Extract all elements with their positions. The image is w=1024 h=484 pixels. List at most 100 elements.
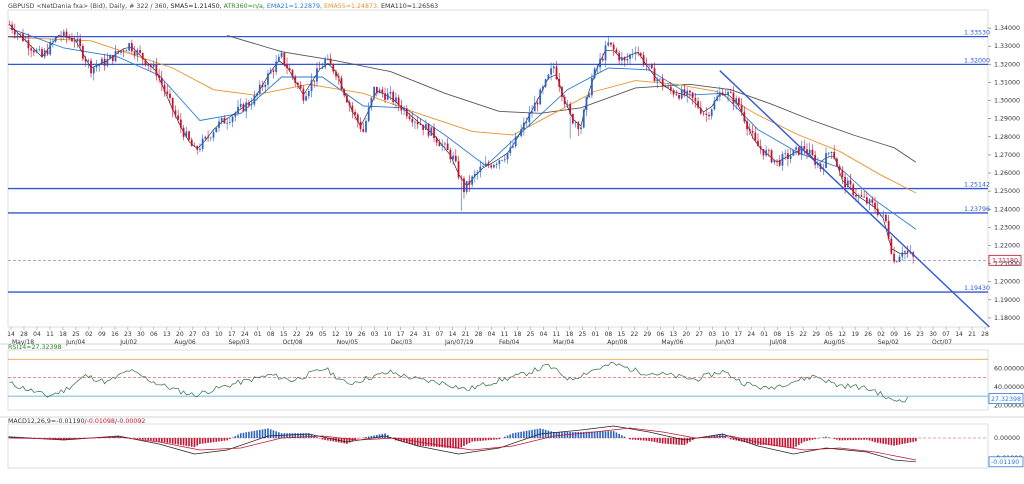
time-tick-label: 08 xyxy=(267,331,275,338)
candle-body xyxy=(787,153,789,159)
candle-body xyxy=(531,111,533,112)
candle-body xyxy=(251,105,253,106)
candle-body xyxy=(648,64,650,65)
macd-histogram-bar xyxy=(251,431,253,438)
macd-histogram-bar xyxy=(477,438,479,441)
macd-histogram-bar xyxy=(137,438,139,439)
time-tick-label: 13 xyxy=(163,331,171,338)
time-tick-label: 18 xyxy=(514,331,522,338)
candle-body xyxy=(390,92,392,94)
candle-body xyxy=(880,215,882,216)
macd-histogram-bar xyxy=(147,438,149,440)
month-label: Jul/02 xyxy=(119,339,137,346)
candle-body xyxy=(313,80,315,81)
candle-body xyxy=(360,122,362,129)
candle-body xyxy=(877,209,879,215)
candle-body xyxy=(25,40,27,41)
macd-histogram-bar xyxy=(912,438,914,442)
macd-histogram-bar xyxy=(333,438,335,441)
macd-histogram-bar xyxy=(757,438,759,445)
time-tick-label: 29 xyxy=(644,331,652,338)
candle-body xyxy=(17,34,19,35)
candle-body xyxy=(436,138,438,143)
time-tick-label: 14 xyxy=(955,331,963,338)
macd-histogram-bar xyxy=(602,431,604,438)
candle-body xyxy=(504,159,506,160)
candle-body xyxy=(349,102,351,105)
time-tick-label: 25 xyxy=(72,331,80,338)
time-tick-label: 25 xyxy=(527,331,535,338)
macd-histogram-bar xyxy=(357,438,359,439)
macd-label-part: -0.00092 xyxy=(117,418,145,425)
candle-body xyxy=(256,93,258,95)
candle-body xyxy=(754,133,756,141)
macd-histogram-bar xyxy=(662,438,664,444)
macd-histogram-bar xyxy=(485,438,487,440)
macd-histogram-bar xyxy=(654,438,656,442)
macd-histogram-bar xyxy=(893,438,895,446)
macd-histogram-bar xyxy=(885,438,887,444)
candle-body xyxy=(68,37,70,38)
macd-histogram-bar xyxy=(888,438,890,445)
price-tick-label: 1.23000 xyxy=(994,224,1020,231)
macd-histogram-bar xyxy=(180,438,182,445)
candle-body xyxy=(169,94,171,98)
time-tick-label: 12 xyxy=(838,331,846,338)
candle-body xyxy=(577,123,579,130)
time-tick-label: 03 xyxy=(202,331,210,338)
candle-body xyxy=(85,59,87,62)
macd-histogram-bar xyxy=(194,438,196,447)
candle-body xyxy=(675,94,677,95)
price-tick-label: 1.31000 xyxy=(994,79,1020,86)
time-tick-label: 05 xyxy=(319,331,327,338)
month-label: Nov/05 xyxy=(337,339,359,346)
price-tick-label: 1.27000 xyxy=(994,152,1020,159)
candle-body xyxy=(441,144,443,146)
macd-histogram-bar xyxy=(145,438,147,440)
candle-body xyxy=(71,38,73,41)
macd-histogram-bar xyxy=(880,438,882,443)
candle-body xyxy=(643,55,645,64)
candle-body xyxy=(96,66,98,67)
macd-histogram-bar xyxy=(597,431,599,438)
time-tick-label: 26 xyxy=(358,331,366,338)
candle-body xyxy=(885,215,887,221)
time-tick-label: 10 xyxy=(215,331,223,338)
candle-body xyxy=(22,34,24,41)
candle-body xyxy=(136,50,138,55)
candle-body xyxy=(155,64,157,75)
macd-histogram-bar xyxy=(156,438,158,441)
candle-body xyxy=(730,92,732,93)
time-tick-label: 12 xyxy=(332,331,340,338)
month-label: Aug/06 xyxy=(174,339,196,346)
macd-histogram-bar xyxy=(842,438,844,440)
time-tick-label: 11 xyxy=(553,331,561,338)
candle-body xyxy=(871,199,873,202)
header-part: SMA5=1.21450, xyxy=(171,3,224,10)
candle-body xyxy=(414,122,416,123)
candle-body xyxy=(899,257,901,262)
macd-histogram-bar xyxy=(790,438,792,448)
candle-body xyxy=(19,34,21,35)
macd-histogram-bar xyxy=(578,432,580,438)
candle-body xyxy=(485,163,487,166)
macd-histogram-bar xyxy=(371,436,373,438)
time-tick-label: 28 xyxy=(20,331,28,338)
level-label: 1.25142 xyxy=(964,182,990,189)
month-label: Oct/08 xyxy=(283,339,303,346)
month-label: Sep/02 xyxy=(878,339,899,346)
macd-histogram-bar xyxy=(760,438,762,445)
candle-body xyxy=(229,122,231,123)
macd-histogram-bar xyxy=(673,438,675,444)
candle-body xyxy=(507,153,509,159)
candle-body xyxy=(673,90,675,94)
candle-body xyxy=(330,59,332,65)
macd-histogram-bar xyxy=(205,438,207,443)
macd-histogram-bar xyxy=(368,436,370,438)
macd-histogram-bar xyxy=(850,438,852,440)
macd-histogram-bar xyxy=(910,438,912,442)
candle-body xyxy=(847,180,849,187)
candle-body xyxy=(177,115,179,119)
macd-histogram-bar xyxy=(458,438,460,449)
